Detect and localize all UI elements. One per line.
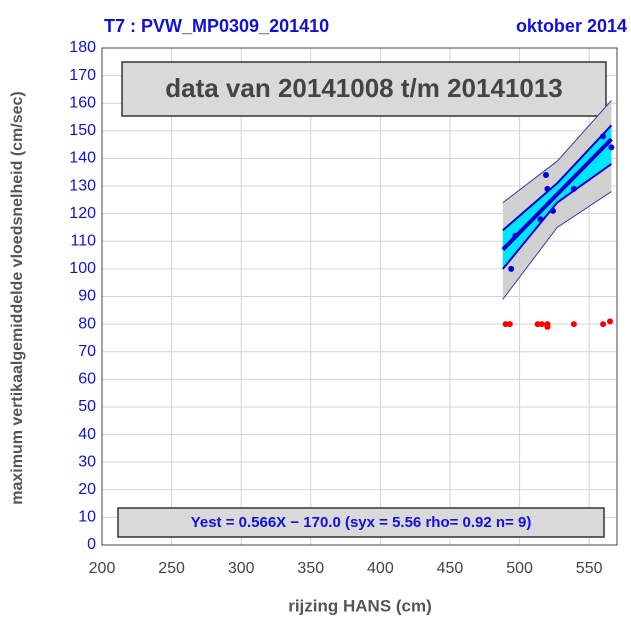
y-tick-label: 80 — [78, 315, 96, 332]
y-tick-label: 110 — [70, 232, 96, 249]
fit-line — [501, 137, 613, 251]
point — [544, 321, 551, 328]
point — [570, 185, 577, 192]
band-edge — [502, 191, 612, 300]
band-edge — [502, 163, 613, 270]
y-tick-label: 60 — [78, 371, 96, 388]
equation: Yest = 0.566X − 170.0 (syx = 5.56 rho= 0… — [191, 514, 532, 531]
y-tick-label: 50 — [78, 398, 96, 415]
point — [543, 172, 550, 179]
y-tick-label: 160 — [69, 94, 96, 111]
point — [508, 265, 515, 272]
y-tick-label: 0 — [87, 536, 96, 553]
x-tick-label: 250 — [158, 560, 185, 577]
point — [502, 321, 509, 328]
point — [600, 321, 607, 328]
point — [512, 232, 519, 239]
point — [538, 321, 545, 328]
x-tick-label: 450 — [437, 560, 464, 577]
y-tick-label: 10 — [78, 509, 96, 526]
y-axis-label: maximum vertikaalgemiddelde vloedsnelhei… — [9, 91, 26, 505]
y-tick-label: 130 — [69, 177, 96, 194]
point — [549, 207, 556, 214]
point — [607, 318, 614, 325]
x-tick-label: 200 — [89, 560, 116, 577]
x-tick-label: 500 — [506, 560, 533, 577]
annotation: data van 20141008 t/m 20141013 — [165, 73, 563, 103]
y-tick-label: 100 — [69, 260, 96, 277]
x-tick-label: 550 — [576, 560, 603, 577]
chart-subtitle: oktober 2014 — [516, 16, 627, 36]
y-tick-label: 150 — [69, 122, 96, 139]
y-tick-label: 180 — [69, 39, 96, 56]
point — [544, 185, 551, 192]
y-tick-label: 170 — [69, 67, 96, 84]
annotation-box — [121, 61, 607, 117]
y-tick-label: 90 — [78, 288, 96, 305]
chart-title: T7 : PVW_MP0309_201410 — [104, 16, 329, 36]
plot-frame — [101, 47, 618, 546]
y-tick-label: 30 — [78, 453, 96, 470]
point — [570, 321, 577, 328]
y-tick-label: 40 — [78, 426, 96, 443]
x-tick-label: 350 — [297, 560, 324, 577]
band-edge — [502, 124, 613, 231]
x-tick-label: 300 — [228, 560, 255, 577]
y-tick-label: 20 — [78, 481, 96, 498]
equation-box — [117, 507, 605, 538]
point — [537, 216, 544, 223]
band-edge — [502, 100, 612, 204]
point — [506, 321, 513, 328]
x-tick-label: 400 — [367, 560, 394, 577]
point — [534, 321, 541, 328]
y-tick-label: 140 — [69, 150, 96, 167]
x-axis-label: rijzing HANS (cm) — [288, 596, 432, 615]
point — [608, 144, 615, 151]
y-tick-label: 70 — [78, 343, 96, 360]
y-tick-label: 120 — [69, 205, 96, 222]
point — [600, 133, 607, 140]
